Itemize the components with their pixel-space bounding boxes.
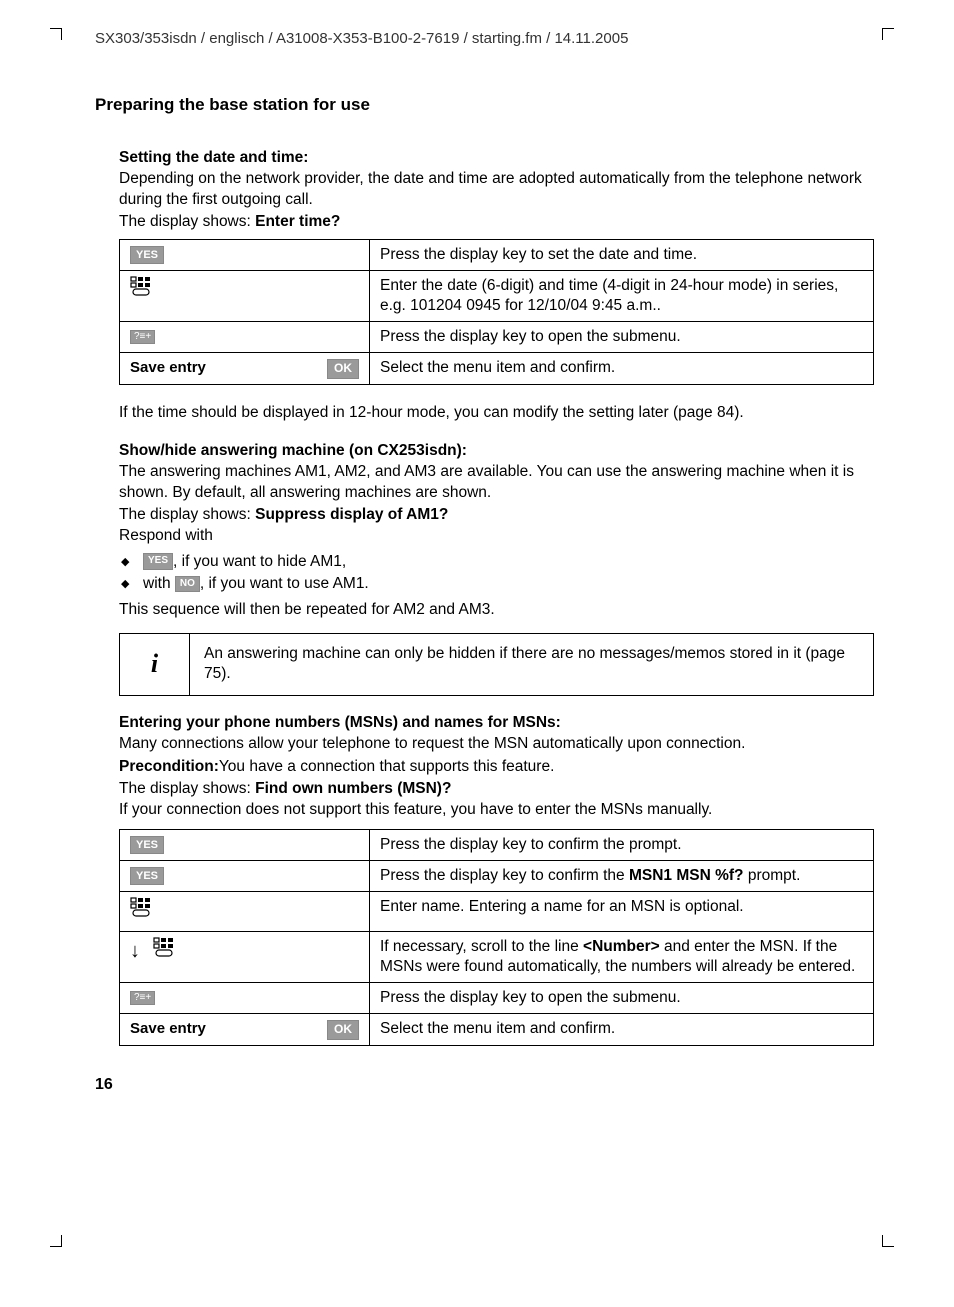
- body-text: Precondition:You have a connection that …: [119, 757, 874, 778]
- body-text: Depending on the network provider, the d…: [119, 169, 874, 211]
- subhead-datetime: Setting the date and time:: [119, 149, 874, 167]
- subhead-msn: Entering your phone numbers (MSNs) and n…: [119, 714, 874, 732]
- table-desc: Press the display key to confirm the MSN…: [370, 861, 874, 892]
- table-msn: YES Press the display key to confirm the…: [119, 829, 874, 1045]
- menu-icon: ?≡+: [130, 991, 155, 1005]
- bullet-list: YES, if you want to hide AM1, with NO, i…: [119, 551, 874, 596]
- table-desc: Press the display key to open the submen…: [370, 322, 874, 353]
- table-row: Save entry OK Select the menu item and c…: [120, 353, 874, 385]
- table-desc: Press the display key to open the submen…: [370, 982, 874, 1013]
- save-entry-label: Save entry: [130, 1020, 206, 1037]
- page-content: SX303/353isdn / englisch / A31008-X353-B…: [0, 0, 954, 1134]
- body-text: If your connection does not support this…: [119, 800, 874, 821]
- ok-badge: OK: [327, 359, 359, 379]
- display-prompt: The display shows: Suppress display of A…: [119, 506, 874, 524]
- keypad-icon: [153, 937, 179, 965]
- body-text: This sequence will then be repeated for …: [119, 600, 874, 621]
- keypad-icon: [130, 276, 156, 304]
- body-text: Many connections allow your telephone to…: [119, 734, 874, 755]
- no-key-badge: NO: [175, 576, 200, 593]
- display-prompt: The display shows: Find own numbers (MSN…: [119, 780, 874, 798]
- table-row: Enter name. Entering a name for an MSN i…: [120, 892, 874, 931]
- section-title: Preparing the base station for use: [95, 95, 874, 115]
- table-row: YES Press the display key to set the dat…: [120, 239, 874, 270]
- table-desc: If necessary, scroll to the line <Number…: [370, 931, 874, 982]
- yes-key-badge: YES: [143, 553, 173, 570]
- yes-key-badge: YES: [130, 836, 164, 854]
- table-desc: Enter name. Entering a name for an MSN i…: [370, 892, 874, 931]
- save-entry-label: Save entry: [130, 359, 206, 376]
- body-text: Respond with: [119, 526, 874, 547]
- page-number: 16: [95, 1076, 874, 1094]
- display-prompt: The display shows: Enter time?: [119, 213, 874, 231]
- doc-header: SX303/353isdn / englisch / A31008-X353-B…: [95, 30, 874, 47]
- ok-badge: OK: [327, 1020, 359, 1040]
- table-desc: Select the menu item and confirm.: [370, 1014, 874, 1046]
- info-box: i An answering machine can only be hidde…: [119, 633, 874, 697]
- table-desc: Press the display key to confirm the pro…: [370, 830, 874, 861]
- table-desc: Select the menu item and confirm.: [370, 353, 874, 385]
- table-desc: Press the display key to set the date an…: [370, 239, 874, 270]
- arrow-down-icon: ↓: [130, 940, 140, 962]
- body-text: The answering machines AM1, AM2, and AM3…: [119, 462, 874, 504]
- table-row: Save entry OK Select the menu item and c…: [120, 1014, 874, 1046]
- info-text: An answering machine can only be hidden …: [190, 634, 873, 696]
- keypad-icon: [130, 897, 156, 925]
- list-item: YES, if you want to hide AM1,: [119, 551, 874, 573]
- table-desc: Enter the date (6-digit) and time (4-dig…: [370, 270, 874, 321]
- yes-key-badge: YES: [130, 246, 164, 264]
- list-item: with NO, if you want to use AM1.: [119, 573, 874, 595]
- body-text: If the time should be displayed in 12-ho…: [119, 403, 874, 424]
- table-datetime: YES Press the display key to set the dat…: [119, 239, 874, 385]
- table-row: Enter the date (6-digit) and time (4-dig…: [120, 270, 874, 321]
- table-row: YES Press the display key to confirm the…: [120, 861, 874, 892]
- table-row: ?≡+ Press the display key to open the su…: [120, 982, 874, 1013]
- yes-key-badge: YES: [130, 867, 164, 885]
- info-icon: i: [120, 634, 190, 696]
- subhead-am: Show/hide answering machine (on CX253isd…: [119, 442, 874, 460]
- table-row: ↓ If necessary, s: [120, 931, 874, 982]
- table-row: ?≡+ Press the display key to open the su…: [120, 322, 874, 353]
- menu-icon: ?≡+: [130, 330, 155, 344]
- table-row: YES Press the display key to confirm the…: [120, 830, 874, 861]
